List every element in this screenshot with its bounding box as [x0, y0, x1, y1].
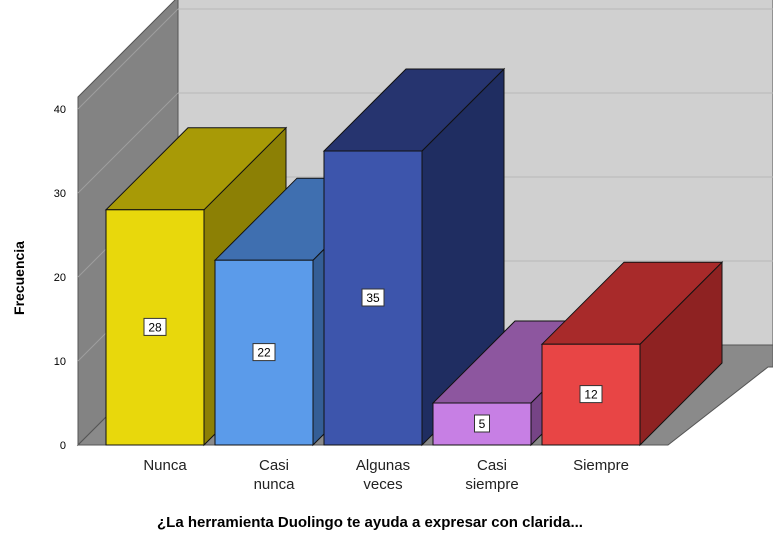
grid-line-left — [77, 92, 179, 194]
grid-line-left — [77, 8, 179, 110]
y-tick-label: 30 — [54, 188, 66, 200]
bars: 28 22 35 5 12 — [104, 67, 724, 447]
bar: 35 — [322, 67, 506, 447]
x-category-label: siempre — [465, 476, 518, 493]
data-label-box — [143, 317, 167, 336]
x-category-label: veces — [363, 476, 402, 493]
x-category-label: Casi — [477, 457, 507, 474]
y-tick-label: 20 — [54, 272, 66, 284]
data-label-box — [361, 288, 385, 307]
y-axis-ticks: 0 10 20 30 40 — [54, 104, 66, 452]
x-category-label: Siempre — [573, 457, 629, 474]
data-label-box — [579, 385, 603, 404]
y-axis-label: Frecuencia — [11, 241, 27, 315]
data-label: 28 — [148, 320, 162, 334]
data-label-box — [474, 414, 490, 433]
x-category-label: Algunas — [356, 457, 410, 474]
x-category-label: Casi — [259, 457, 289, 474]
data-label: 22 — [257, 346, 271, 360]
data-label: 5 — [479, 417, 486, 431]
data-label: 12 — [584, 388, 598, 402]
data-label-box — [252, 343, 276, 362]
x-axis-categories: Nunca Casi nunca Algunas veces Casi siempre Sie… — [143, 457, 629, 493]
y-tick-label: 0 — [60, 440, 66, 452]
x-category-label: nunca — [254, 476, 296, 493]
y-tick-label: 10 — [54, 356, 66, 368]
x-category-label: Nunca — [143, 457, 187, 474]
bar: 12 — [540, 260, 724, 447]
y-tick-label: 40 — [54, 104, 66, 116]
x-axis-label: ¿La herramienta Duolingo te ayuda a expr… — [157, 514, 583, 531]
data-label: 35 — [366, 291, 380, 305]
